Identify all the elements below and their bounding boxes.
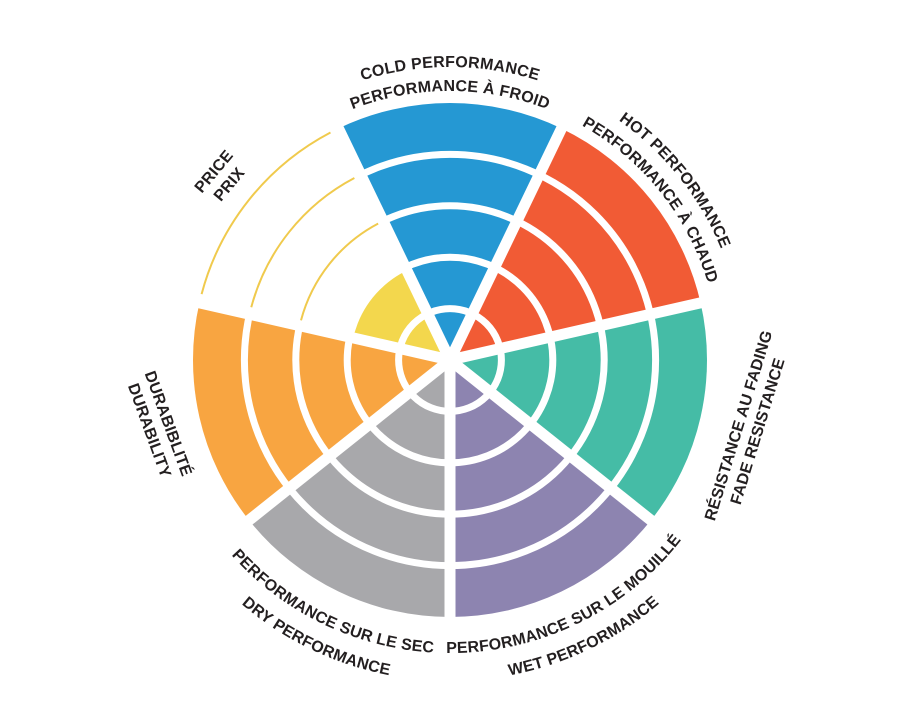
sector-gap-spoke-4 [237,355,454,531]
sector-gap-spoke-0 [445,117,571,363]
segment-fade [450,302,708,521]
unfilled-ring-outlines [200,131,379,321]
segment-durability [192,302,450,521]
segment-dry [249,360,450,617]
segment-hot [450,128,701,360]
segment-price-outline-ring-4 [250,177,355,308]
segment-price-outline-ring-3 [299,222,379,321]
sector-gap-spoke-1 [448,295,712,366]
wheel-sectors [192,102,708,617]
sector-gap-spoke-6 [329,117,455,363]
sector-gap-spoke-2 [446,355,663,531]
segment-cold [338,102,562,361]
sector-gap-spokes [188,117,712,627]
sector-gap-spoke-5 [188,295,452,366]
segment-wet [450,360,651,617]
segment-price-outline-ring-5 [200,131,331,295]
